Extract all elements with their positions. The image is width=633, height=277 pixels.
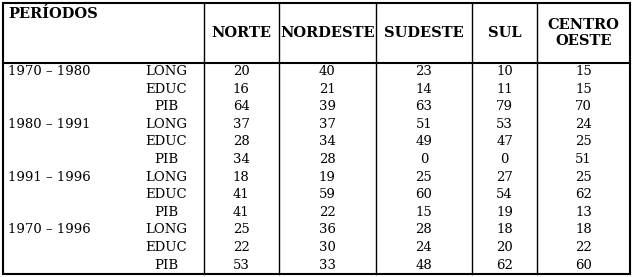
Text: LONG: LONG — [145, 224, 187, 237]
Text: 23: 23 — [415, 65, 432, 78]
Text: 10: 10 — [496, 65, 513, 78]
Text: 15: 15 — [416, 206, 432, 219]
Text: 54: 54 — [496, 188, 513, 201]
Text: PERÍODOS: PERÍODOS — [8, 7, 97, 21]
Text: NORDESTE: NORDESTE — [280, 26, 375, 40]
Text: 53: 53 — [496, 118, 513, 131]
Text: 16: 16 — [233, 83, 249, 96]
Text: PIB: PIB — [154, 153, 178, 166]
Text: 33: 33 — [319, 259, 335, 272]
Text: EDUC: EDUC — [145, 241, 187, 254]
Text: 18: 18 — [575, 224, 592, 237]
Text: 25: 25 — [575, 171, 592, 184]
Text: 25: 25 — [575, 135, 592, 148]
Text: 63: 63 — [415, 100, 432, 113]
Text: 64: 64 — [233, 100, 249, 113]
Text: 24: 24 — [416, 241, 432, 254]
Text: 1970 – 1980: 1970 – 1980 — [8, 65, 91, 78]
Text: SUDESTE: SUDESTE — [384, 26, 464, 40]
Text: 0: 0 — [501, 153, 509, 166]
Text: LONG: LONG — [145, 118, 187, 131]
Text: 36: 36 — [319, 224, 335, 237]
Text: EDUC: EDUC — [145, 135, 187, 148]
Text: 28: 28 — [416, 224, 432, 237]
Text: 30: 30 — [319, 241, 335, 254]
Text: 18: 18 — [233, 171, 249, 184]
Text: 25: 25 — [416, 171, 432, 184]
Text: 62: 62 — [575, 188, 592, 201]
Text: 20: 20 — [496, 241, 513, 254]
Text: 20: 20 — [233, 65, 249, 78]
Text: 34: 34 — [319, 135, 335, 148]
Text: CENTRO
OESTE: CENTRO OESTE — [548, 18, 619, 48]
Text: 19: 19 — [496, 206, 513, 219]
Text: NORTE: NORTE — [211, 26, 272, 40]
Text: PIB: PIB — [154, 206, 178, 219]
Text: 22: 22 — [575, 241, 592, 254]
Text: 15: 15 — [575, 65, 592, 78]
Text: 1980 – 1991: 1980 – 1991 — [8, 118, 91, 131]
Text: 22: 22 — [319, 206, 335, 219]
Text: 41: 41 — [233, 206, 249, 219]
Text: 28: 28 — [233, 135, 249, 148]
Text: EDUC: EDUC — [145, 188, 187, 201]
Text: 47: 47 — [496, 135, 513, 148]
Text: 60: 60 — [415, 188, 432, 201]
Text: 28: 28 — [319, 153, 335, 166]
Text: 27: 27 — [496, 171, 513, 184]
Text: 13: 13 — [575, 206, 592, 219]
Text: 41: 41 — [233, 188, 249, 201]
Text: EDUC: EDUC — [145, 83, 187, 96]
Text: 49: 49 — [415, 135, 432, 148]
Text: 70: 70 — [575, 100, 592, 113]
Text: 1970 – 1996: 1970 – 1996 — [8, 224, 91, 237]
Text: 1991 – 1996: 1991 – 1996 — [8, 171, 91, 184]
Text: LONG: LONG — [145, 65, 187, 78]
Text: 19: 19 — [319, 171, 335, 184]
Text: SUL: SUL — [488, 26, 522, 40]
Text: 37: 37 — [233, 118, 250, 131]
Text: 62: 62 — [496, 259, 513, 272]
Text: 11: 11 — [496, 83, 513, 96]
Text: 79: 79 — [496, 100, 513, 113]
Text: 0: 0 — [420, 153, 428, 166]
Text: 24: 24 — [575, 118, 592, 131]
Text: 51: 51 — [416, 118, 432, 131]
Text: LONG: LONG — [145, 171, 187, 184]
Text: 15: 15 — [575, 83, 592, 96]
Text: 53: 53 — [233, 259, 249, 272]
Text: 40: 40 — [319, 65, 335, 78]
Text: 39: 39 — [319, 100, 335, 113]
Text: 14: 14 — [416, 83, 432, 96]
Text: 25: 25 — [233, 224, 249, 237]
Text: 51: 51 — [575, 153, 592, 166]
Text: 37: 37 — [319, 118, 335, 131]
Text: PIB: PIB — [154, 259, 178, 272]
Text: PIB: PIB — [154, 100, 178, 113]
Text: 59: 59 — [319, 188, 335, 201]
Text: 21: 21 — [319, 83, 335, 96]
Text: 60: 60 — [575, 259, 592, 272]
Text: 18: 18 — [496, 224, 513, 237]
Text: 48: 48 — [416, 259, 432, 272]
Text: 34: 34 — [233, 153, 249, 166]
Text: 22: 22 — [233, 241, 249, 254]
